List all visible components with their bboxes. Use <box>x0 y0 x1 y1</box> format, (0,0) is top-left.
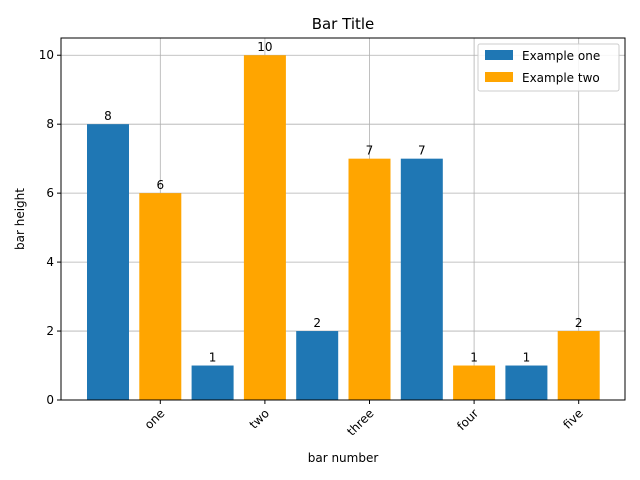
x-tick-label-five: five <box>560 406 585 431</box>
data-label-series-2-three: 7 <box>366 144 374 158</box>
data-label-series-1-two: 1 <box>209 351 217 365</box>
data-label-series-1-three: 2 <box>313 316 321 330</box>
data-label-series-2-one: 6 <box>156 178 164 192</box>
legend-label-example-two: Example two <box>522 71 600 85</box>
legend-swatch-example-two <box>485 72 513 82</box>
bar-series-1-three <box>296 331 339 400</box>
data-label-series-1-one: 8 <box>104 109 112 123</box>
bars-layer <box>87 55 600 400</box>
y-tick-label: 4 <box>46 255 54 269</box>
x-tick-label-four: four <box>454 406 481 433</box>
bar-series-2-one <box>139 193 182 400</box>
data-label-series-2-four: 1 <box>470 351 478 365</box>
plot-frame <box>60 37 626 401</box>
legend: Example one Example two <box>477 43 620 92</box>
x-tick-label-one: one <box>142 406 168 432</box>
bar-series-2-five <box>557 331 600 400</box>
y-tick-label: 8 <box>46 117 54 131</box>
y-tick-label: 6 <box>46 186 54 200</box>
data-label-series-1-five: 1 <box>523 351 531 365</box>
bar-series-1-five <box>505 365 548 400</box>
data-label-series-2-two: 10 <box>257 40 272 54</box>
bar-series-2-two <box>243 55 286 400</box>
bar-series-2-four <box>453 365 496 400</box>
bar-series-1-two <box>191 365 234 400</box>
x-tick-label-three: three <box>344 406 376 438</box>
bar-series-2-three <box>348 158 391 400</box>
y-tick-label: 0 <box>46 393 54 407</box>
data-labels-layer: 8 6 1 10 2 7 7 1 1 2 <box>104 40 582 364</box>
x-axis-label: bar number <box>308 451 379 465</box>
legend-label-example-one: Example one <box>522 49 600 63</box>
data-label-series-1-four: 7 <box>418 144 426 158</box>
x-tick-label-two: two <box>247 406 272 431</box>
y-tick-label: 2 <box>46 324 54 338</box>
y-axis-label: bar height <box>13 188 27 250</box>
chart-title: Bar Title <box>312 15 375 33</box>
legend-frame <box>477 43 620 92</box>
y-tick-label: 10 <box>39 48 54 62</box>
bar-series-1-one <box>87 124 129 400</box>
data-label-series-2-five: 2 <box>575 316 583 330</box>
bar-series-1-four <box>400 158 443 400</box>
legend-swatch-example-one <box>485 50 513 60</box>
